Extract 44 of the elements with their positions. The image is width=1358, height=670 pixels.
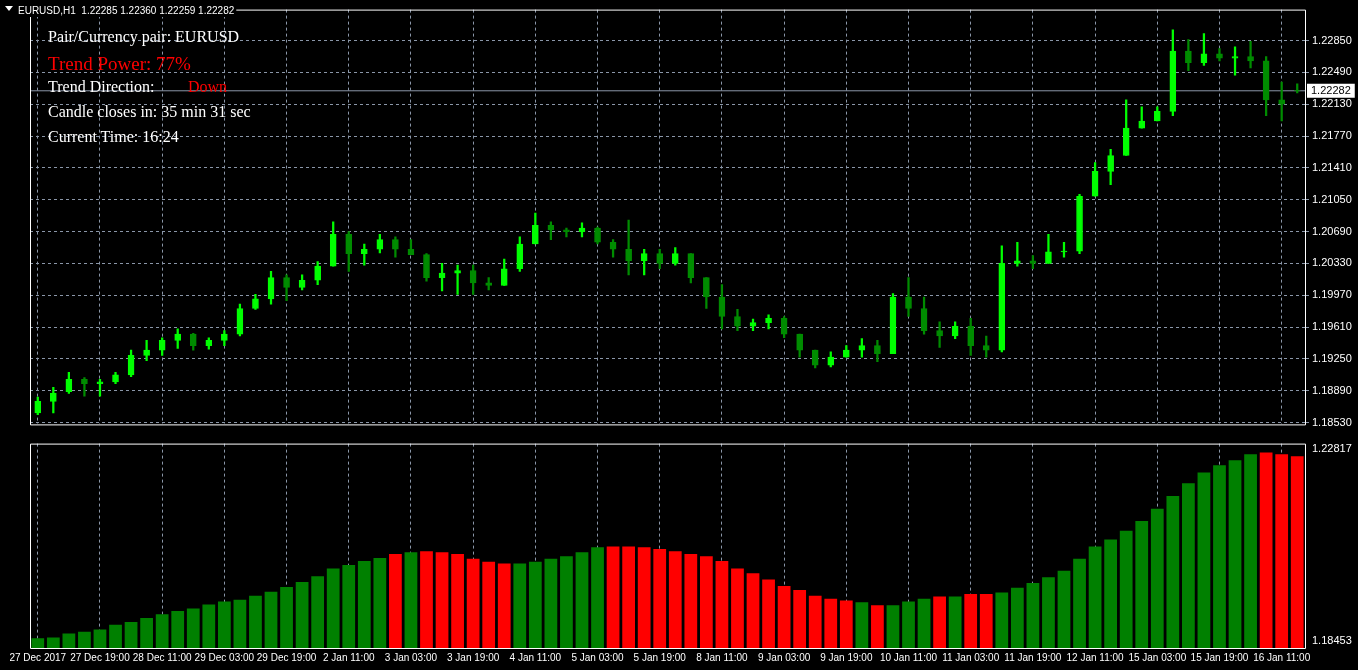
x-tick-label: 9 Jan 03:00 (757, 651, 811, 663)
y-tick-label: 1.22130 (1312, 97, 1352, 110)
x-tick-label: 16 Jan 11:00 (1253, 651, 1311, 663)
x-tick-label: 29 Dec 03:00 (194, 651, 255, 663)
annotation: Current Time: 16:24 (48, 128, 179, 146)
x-tick-label: 29 Dec 19:00 (256, 651, 317, 663)
y-tick-label: 1.19970 (1312, 288, 1352, 301)
x-tick-label: 3 Jan 19:00 (447, 651, 500, 663)
annotation: Candle closes in: 35 min 31 sec (48, 103, 251, 121)
x-tick-label: 11 Jan 19:00 (1004, 651, 1062, 663)
x-tick-label: 8 Jan 11:00 (696, 651, 749, 663)
annotation: Trend Power: 77% (48, 52, 192, 74)
y-tick-label: 1.19610 (1312, 320, 1352, 333)
y-tick-label: 1.21410 (1312, 160, 1352, 173)
x-tick-label: 15 Jan 03:00 (1128, 651, 1187, 663)
x-tick-label: 4 Jan 11:00 (509, 651, 562, 663)
y-tick-label: 1.20330 (1312, 256, 1352, 269)
annotation: Trend Direction: (48, 78, 155, 96)
x-tick-label: 3 Jan 03:00 (384, 651, 438, 663)
annotation: Pair/Currency pair: EURUSD (48, 28, 240, 47)
y-tick-label: 1.18530 (1312, 415, 1352, 428)
x-tick-label: 5 Jan 03:00 (571, 651, 625, 663)
y-tick-label: 1.20690 (1312, 224, 1352, 237)
annotation: Down (188, 78, 228, 96)
chart-title: EURUSD,H1 1.22285 1.22360 1.22259 1.22282 (18, 4, 235, 16)
x-tick-label: 27 Dec 19:00 (70, 651, 131, 663)
x-tick-label: 27 Dec 2017 (9, 651, 67, 663)
y-tick-label: 1.18453 (1312, 634, 1352, 647)
x-tick-label: 28 Dec 11:00 (132, 651, 192, 663)
x-tick-label: 15 Jan 19:00 (1190, 651, 1249, 663)
y-tick-label: 1.21770 (1312, 129, 1352, 142)
ref-line-label: 1.22282 (1311, 83, 1351, 96)
y-tick-label: 1.21050 (1312, 192, 1352, 205)
y-tick-label: 1.19250 (1312, 351, 1352, 364)
y-tick-label: 1.18890 (1312, 383, 1352, 396)
x-tick-label: 11 Jan 03:00 (942, 651, 1000, 663)
x-tick-label: 2 Jan 11:00 (322, 651, 375, 663)
x-tick-label: 12 Jan 11:00 (1066, 651, 1125, 663)
y-tick-label: 1.22490 (1312, 65, 1352, 78)
y-tick-label: 1.22817 (1312, 442, 1352, 455)
y-tick-label: 1.22850 (1312, 33, 1352, 46)
x-tick-label: 10 Jan 11:00 (879, 651, 938, 663)
x-tick-label: 9 Jan 19:00 (820, 651, 873, 663)
x-tick-label: 5 Jan 19:00 (633, 651, 687, 663)
